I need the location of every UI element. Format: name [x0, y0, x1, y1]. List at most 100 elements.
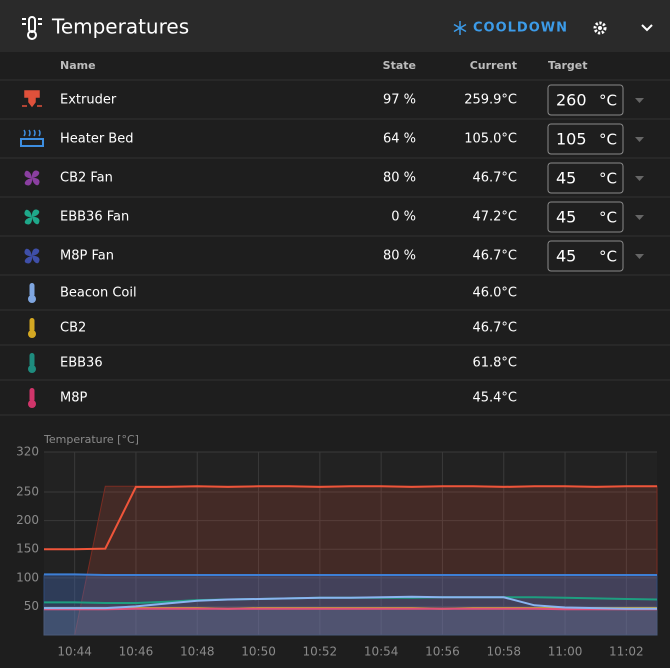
thermometer-icon	[28, 365, 36, 373]
target-unit: °C	[599, 209, 617, 227]
row-icon	[28, 283, 36, 303]
target-unit: °C	[599, 248, 617, 266]
fan-blade	[24, 256, 33, 264]
sensor-name: CB2	[60, 321, 86, 336]
x-tick-label: 10:52	[303, 645, 338, 659]
sensor-name: Extruder	[60, 93, 117, 108]
sensor-name: M8P	[60, 391, 87, 406]
target-input-box	[547, 123, 624, 155]
y-tick-label: 200	[16, 513, 39, 527]
thermometer-icon	[29, 353, 35, 367]
fan-blade	[24, 170, 32, 179]
sensor-current: 46.7°C	[472, 249, 517, 264]
cooldown-button[interactable]: COOLDOWN	[453, 21, 568, 36]
target-input[interactable]: 45 °C	[547, 162, 624, 194]
sensor-current: 45.4°C	[472, 391, 517, 406]
row-icon	[28, 318, 36, 338]
sensor-state: 80 %	[383, 249, 416, 264]
column-header: Target	[548, 59, 588, 72]
row-icon	[28, 388, 36, 408]
target-value: 105	[556, 130, 587, 149]
sensor-current: 46.7°C	[472, 171, 517, 186]
fan-blade	[24, 217, 33, 225]
target-input[interactable]: 45 °C	[547, 201, 624, 233]
thermometer-icon	[28, 295, 36, 303]
target-dropdown[interactable]	[635, 137, 644, 142]
target-input-box	[547, 201, 624, 233]
target-value: 45	[556, 169, 576, 188]
target-dropdown[interactable]	[635, 215, 644, 220]
sensor-name: CB2 Fan	[60, 171, 113, 186]
fan-blade	[31, 248, 40, 256]
x-tick-label: 10:54	[364, 645, 399, 659]
sensor-current: 61.8°C	[472, 356, 517, 371]
x-tick-label: 11:00	[548, 645, 583, 659]
header-bar	[0, 0, 670, 52]
target-unit: °C	[599, 131, 617, 149]
row-icon	[24, 248, 40, 264]
sensor-current: 259.9°C	[464, 93, 517, 108]
sensor-name: M8P Fan	[60, 249, 114, 264]
sensor-state: 64 %	[383, 132, 416, 147]
thermometer-icon	[29, 283, 35, 297]
target-value: 45	[556, 208, 576, 227]
target-dropdown[interactable]	[635, 176, 644, 181]
target-unit: °C	[599, 92, 617, 110]
y-tick-label: 320	[16, 445, 39, 459]
sensor-state: 97 %	[383, 93, 416, 108]
target-input[interactable]: 260 °C	[547, 84, 624, 116]
thermometer-icon	[28, 400, 36, 408]
y-tick-label: 100	[16, 570, 39, 584]
y-tick-label: 250	[16, 485, 39, 499]
target-unit: °C	[599, 170, 617, 188]
target-dropdown[interactable]	[635, 254, 644, 259]
sensor-current: 47.2°C	[472, 210, 517, 225]
thermometer-icon	[28, 330, 36, 338]
fan-blade	[31, 170, 40, 178]
row-icon	[24, 209, 40, 225]
y-tick-label: 50	[24, 599, 39, 613]
header-title: Temperatures	[51, 15, 189, 39]
x-tick-label: 10:48	[180, 645, 215, 659]
target-input[interactable]: 45 °C	[547, 240, 624, 272]
target-value: 260	[556, 91, 587, 110]
target-input[interactable]: 105 °C	[547, 123, 624, 155]
collapse-button[interactable]	[641, 24, 653, 32]
thermometer-icon	[29, 318, 35, 332]
fan-blade	[32, 255, 40, 264]
fan-blade	[24, 248, 32, 257]
sensor-name: EBB36	[60, 356, 103, 371]
target-input-box	[547, 240, 624, 272]
x-tick-label: 10:56	[425, 645, 460, 659]
column-header: Name	[60, 59, 96, 72]
column-header: State	[383, 59, 416, 72]
target-dropdown[interactable]	[635, 98, 644, 103]
sensor-name: EBB36 Fan	[60, 210, 129, 225]
fan-blade	[31, 209, 40, 217]
y-tick-label: 150	[16, 542, 39, 556]
thermometer-icon	[29, 388, 35, 402]
sensor-current: 105.0°C	[464, 132, 517, 147]
snowflake-icon	[453, 21, 467, 35]
temperature-line	[44, 573, 657, 576]
x-tick-label: 10:44	[57, 645, 92, 659]
x-tick-label: 10:46	[119, 645, 154, 659]
target-input-box	[547, 162, 624, 194]
row-icon	[22, 90, 42, 108]
row-icon	[24, 170, 40, 186]
sensor-state: 0 %	[391, 210, 416, 225]
settings-button[interactable]	[593, 21, 607, 35]
fan-blade	[32, 177, 40, 186]
x-tick-label: 10:58	[486, 645, 521, 659]
x-tick-label: 10:50	[241, 645, 276, 659]
target-value: 45	[556, 247, 576, 266]
temperature-line	[44, 485, 657, 551]
sensor-name: Beacon Coil	[60, 286, 137, 301]
fan-blade	[32, 216, 40, 225]
column-header: Current	[470, 59, 517, 72]
x-tick-label: 11:02	[609, 645, 644, 659]
temperature-line	[44, 595, 657, 610]
extruder-icon	[22, 90, 42, 108]
sensor-current: 46.7°C	[472, 321, 517, 336]
